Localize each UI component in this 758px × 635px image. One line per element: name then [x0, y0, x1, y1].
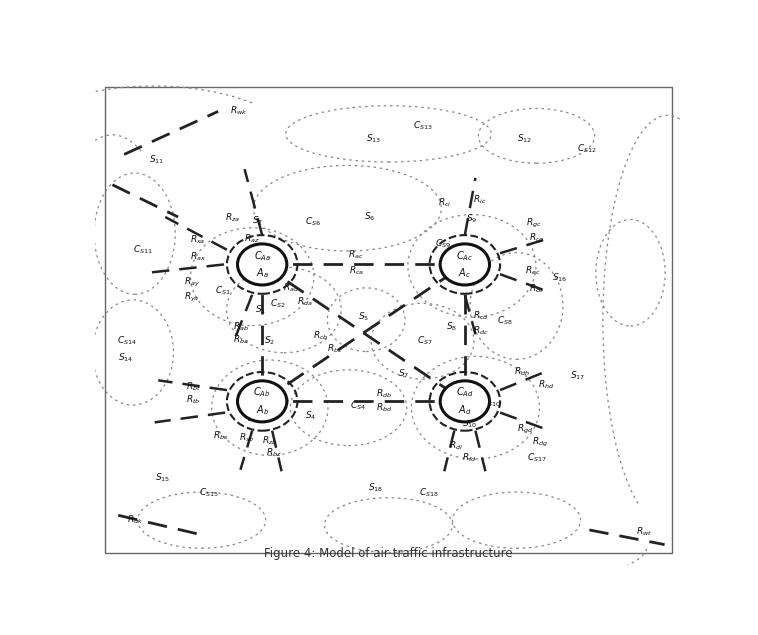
- Text: $S_5$: $S_5$: [359, 311, 369, 323]
- Circle shape: [440, 381, 490, 422]
- Text: $S_{18}$: $S_{18}$: [368, 481, 383, 494]
- Text: $R_{az}$: $R_{az}$: [244, 232, 260, 244]
- Text: $R_{bc}$: $R_{bc}$: [327, 343, 343, 356]
- Text: $C_{Ad}$: $C_{Ad}$: [456, 385, 474, 399]
- Text: $C_{S13}$: $C_{S13}$: [412, 120, 432, 132]
- Text: $S_{14}$: $S_{14}$: [117, 351, 133, 364]
- Text: $R_{ca}$: $R_{ca}$: [349, 265, 364, 277]
- Text: $C_{S3}$: $C_{S3}$: [274, 392, 290, 405]
- Text: $R_{xa}$: $R_{xa}$: [190, 234, 205, 246]
- Text: $R_{ad}$: $R_{ad}$: [283, 281, 299, 293]
- Text: $R_{za}$: $R_{za}$: [225, 211, 240, 224]
- Text: $R_{bt}$: $R_{bt}$: [186, 380, 201, 393]
- Text: $C_{S2}$: $C_{S2}$: [270, 297, 286, 310]
- Text: $R_{ay}$: $R_{ay}$: [183, 276, 199, 289]
- Text: $C_{S17}$: $C_{S17}$: [527, 451, 547, 464]
- Text: $C_{S18}$: $C_{S18}$: [418, 486, 438, 499]
- Text: $S_4$: $S_4$: [305, 410, 317, 422]
- Text: $S_{16}$: $S_{16}$: [553, 271, 568, 284]
- Text: $R_{dc}$: $R_{dc}$: [474, 324, 489, 337]
- Circle shape: [237, 381, 287, 422]
- Text: $R_{tb}$: $R_{tb}$: [186, 394, 201, 406]
- Text: $R_{cb}$: $R_{cb}$: [313, 329, 329, 342]
- Text: $R_{ce}$: $R_{ce}$: [529, 283, 544, 295]
- Text: $R_{wt}$: $R_{wt}$: [636, 526, 652, 538]
- Text: $C_{S1}$: $C_{S1}$: [215, 284, 230, 297]
- Text: $S_{12}$: $S_{12}$: [517, 133, 532, 145]
- Text: $R_{hd}$: $R_{hd}$: [537, 379, 554, 391]
- Text: $S_7$: $S_7$: [252, 214, 264, 227]
- Text: $A_d$: $A_d$: [458, 403, 471, 417]
- Text: $R_{ic}$: $R_{ic}$: [473, 193, 486, 206]
- Text: $S_{13}$: $S_{13}$: [366, 133, 381, 145]
- Text: $R_{da}$: $R_{da}$: [297, 296, 313, 309]
- Text: $A_b$: $A_b$: [255, 403, 269, 417]
- Text: $C_{S12}$: $C_{S12}$: [577, 142, 597, 155]
- Text: $R_{wk}$: $R_{wk}$: [230, 104, 247, 117]
- Text: $C_{Ab}$: $C_{Ab}$: [253, 385, 271, 399]
- Text: $R_{ax}$: $R_{ax}$: [190, 251, 205, 264]
- Text: $R_{ec}$: $R_{ec}$: [525, 265, 540, 277]
- Text: $R_{fd}$: $R_{fd}$: [462, 451, 477, 464]
- Text: $R_{cg}$: $R_{cg}$: [529, 232, 544, 245]
- Text: $C_{Ac}$: $C_{Ac}$: [456, 249, 474, 262]
- Text: $S_{17}$: $S_{17}$: [570, 369, 585, 382]
- Text: $R_{dl}$: $R_{dl}$: [449, 439, 463, 451]
- Text: $R_{gc}$: $R_{gc}$: [526, 217, 542, 231]
- Text: $C_{S4}$: $C_{S4}$: [350, 400, 366, 413]
- Text: Figure 4: Model of air traffic infrastructure: Figure 4: Model of air traffic infrastru…: [264, 547, 513, 560]
- Text: $C_{S9}$: $C_{S9}$: [434, 237, 450, 250]
- Text: $S_3$: $S_3$: [246, 412, 258, 425]
- Text: $S_1$: $S_1$: [255, 304, 266, 316]
- Text: $R_{ac}$: $R_{ac}$: [349, 248, 364, 261]
- Text: $C_{S6}$: $C_{S6}$: [305, 216, 321, 228]
- Text: $R_{dg}$: $R_{dg}$: [532, 436, 548, 450]
- Text: $R_{bd}$: $R_{bd}$: [376, 401, 392, 414]
- Circle shape: [237, 244, 287, 285]
- Text: $C_{S14}$: $C_{S14}$: [117, 335, 137, 347]
- Text: $C_{S15}$: $C_{S15}$: [199, 486, 219, 499]
- Text: $R_{gd}$: $R_{gd}$: [517, 423, 533, 436]
- Text: $R_{ab}$: $R_{ab}$: [233, 320, 249, 333]
- Text: $R_{db}$: $R_{db}$: [376, 388, 392, 400]
- Text: $S_{10}$: $S_{10}$: [462, 417, 478, 430]
- Text: $S_7$: $S_7$: [397, 367, 409, 380]
- Text: $R_{sb}$: $R_{sb}$: [239, 432, 254, 444]
- Text: $R_{zb}$: $R_{zb}$: [262, 434, 277, 446]
- Text: $S_{11}$: $S_{11}$: [149, 153, 164, 166]
- Text: $A_c$: $A_c$: [459, 266, 471, 280]
- Text: $S_9$: $S_9$: [466, 213, 478, 225]
- Text: $R_{uk}$: $R_{uk}$: [127, 514, 143, 526]
- Text: $R_{ba}$: $R_{ba}$: [233, 334, 249, 347]
- Text: $A_a$: $A_a$: [255, 266, 268, 280]
- Text: $C_{Aa}$: $C_{Aa}$: [254, 249, 271, 262]
- Text: $R_{dh}$: $R_{dh}$: [515, 366, 531, 378]
- Text: $C_{S10}$: $C_{S10}$: [481, 397, 501, 409]
- Text: $C_{S11}$: $C_{S11}$: [133, 244, 153, 256]
- Text: $R_{cd}$: $R_{cd}$: [474, 309, 489, 322]
- Text: $S_8$: $S_8$: [446, 320, 458, 333]
- Text: $C_{S7}$: $C_{S7}$: [417, 335, 433, 347]
- Text: $S_{15}$: $S_{15}$: [155, 472, 170, 485]
- Text: $S_6$: $S_6$: [364, 211, 375, 224]
- Text: $R_{ci}$: $R_{ci}$: [437, 196, 451, 209]
- Text: $S_2$: $S_2$: [265, 335, 275, 347]
- Text: $R_{bs}$: $R_{bs}$: [213, 429, 229, 442]
- Text: $R_{bz}$: $R_{bz}$: [266, 446, 282, 459]
- Circle shape: [440, 244, 490, 285]
- Text: $R_{ya}$: $R_{ya}$: [184, 291, 199, 304]
- Text: $C_{S8}$: $C_{S8}$: [497, 314, 512, 327]
